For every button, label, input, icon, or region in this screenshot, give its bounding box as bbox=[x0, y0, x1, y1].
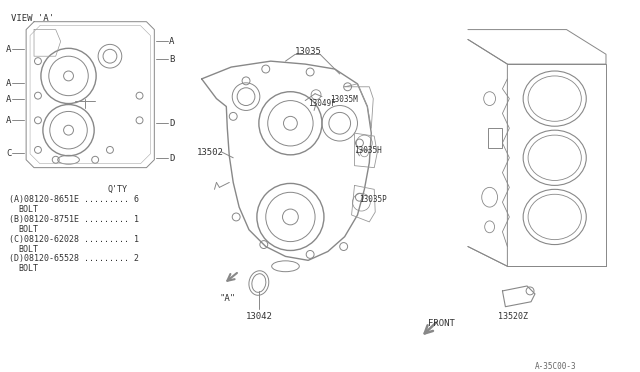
Text: A: A bbox=[6, 45, 12, 54]
Text: D: D bbox=[169, 154, 175, 163]
Text: 13035M: 13035M bbox=[330, 94, 358, 104]
Text: 13520Z: 13520Z bbox=[497, 312, 527, 321]
Text: D: D bbox=[169, 119, 175, 128]
Text: 13502: 13502 bbox=[196, 148, 223, 157]
Text: VIEW 'A': VIEW 'A' bbox=[12, 14, 54, 23]
Text: 13049F: 13049F bbox=[308, 99, 336, 108]
Text: 13035P: 13035P bbox=[360, 195, 387, 204]
Text: BOLT: BOLT bbox=[18, 244, 38, 254]
Text: FRONT: FRONT bbox=[428, 318, 455, 327]
Text: (B)08120-8751E ......... 1: (B)08120-8751E ......... 1 bbox=[10, 215, 140, 224]
Text: A: A bbox=[6, 94, 12, 104]
Text: BOLT: BOLT bbox=[18, 225, 38, 234]
Text: BOLT: BOLT bbox=[18, 205, 38, 214]
Text: 13042: 13042 bbox=[246, 312, 273, 321]
Text: Q'TY: Q'TY bbox=[108, 185, 128, 195]
Text: 13035H: 13035H bbox=[355, 146, 382, 155]
Text: (D)08120-65528 ......... 2: (D)08120-65528 ......... 2 bbox=[10, 254, 140, 263]
Text: (A)08120-8651E ......... 6: (A)08120-8651E ......... 6 bbox=[10, 195, 140, 204]
Text: "A": "A" bbox=[220, 294, 236, 303]
Text: A: A bbox=[6, 116, 12, 125]
Text: C: C bbox=[6, 149, 12, 158]
Bar bbox=[488, 128, 502, 148]
Text: BOLT: BOLT bbox=[18, 264, 38, 273]
Text: A: A bbox=[6, 79, 12, 88]
Text: (C)08120-62028 ......... 1: (C)08120-62028 ......... 1 bbox=[10, 235, 140, 244]
Text: 13035: 13035 bbox=[295, 47, 322, 56]
Text: A: A bbox=[169, 38, 175, 46]
Text: B: B bbox=[169, 55, 175, 64]
Text: A-35C00-3: A-35C00-3 bbox=[535, 362, 577, 371]
